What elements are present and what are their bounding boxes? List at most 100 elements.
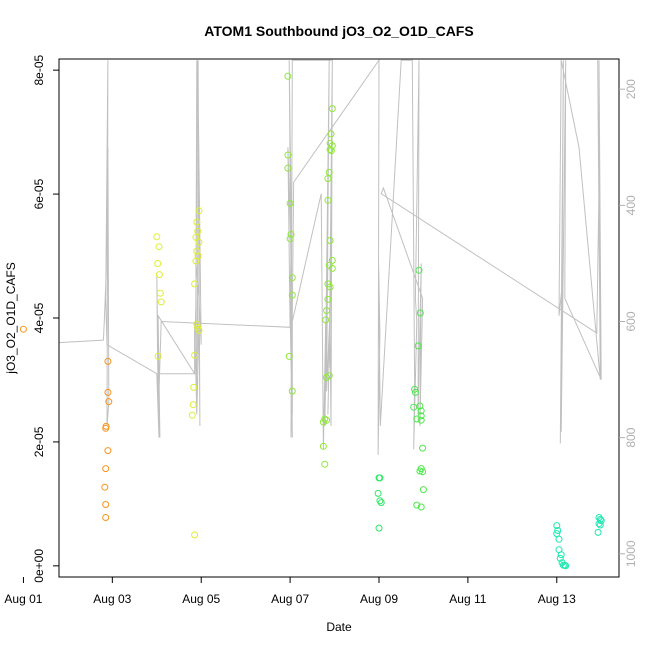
data-point (419, 468, 427, 476)
x-axis: Aug 01 Aug 03 Aug 05 Aug 07 Aug 09 Aug 11 Aug … (4, 577, 576, 606)
data-point (328, 256, 336, 264)
data-point (374, 489, 382, 497)
data-point (102, 514, 110, 521)
data-point (328, 105, 336, 113)
data-point (287, 230, 295, 238)
data-point (154, 352, 162, 360)
data-point (195, 238, 203, 246)
y-tick-label: 4e-05 (32, 302, 46, 333)
data-point (105, 398, 113, 406)
data-point (288, 387, 296, 395)
x-tick-label: Aug 13 (538, 592, 576, 606)
data-point (285, 352, 293, 360)
data-point (191, 531, 199, 539)
data-point (562, 562, 570, 570)
data-point (319, 418, 327, 426)
data-point (327, 130, 335, 138)
data-point (190, 383, 198, 391)
data-point (157, 298, 165, 306)
data-point (413, 415, 421, 423)
x-tick-label: Aug 01 (4, 592, 42, 606)
data-point (288, 291, 296, 299)
y-tick-label: 2e-05 (32, 426, 46, 457)
data-point (155, 243, 163, 251)
data-point (417, 407, 425, 415)
data-point (191, 280, 199, 288)
data-point (192, 257, 200, 265)
data-point (194, 227, 202, 235)
x-tick-label: Aug 05 (182, 592, 220, 606)
data-point (193, 218, 201, 226)
data-point (377, 499, 385, 507)
line-series-layer (59, 59, 602, 456)
data-point (195, 207, 203, 215)
y2-tick-label: 800 (624, 427, 638, 447)
data-point (417, 416, 425, 424)
y-tick-label: 8e-05 (32, 54, 46, 85)
data-point (419, 486, 427, 494)
data-point (415, 266, 423, 274)
chart-title: ATOM1 Southbound jO3_O2_O1D_CAFS (204, 23, 473, 39)
data-point (553, 522, 561, 530)
data-point (101, 483, 109, 491)
data-point (326, 283, 334, 291)
data-point (192, 233, 200, 241)
data-point (102, 465, 110, 473)
data-point (324, 196, 332, 204)
scatter-points-layer (19, 72, 605, 570)
data-point (319, 442, 327, 450)
data-point (102, 501, 110, 508)
data-point (286, 235, 294, 243)
plot-frame (58, 58, 620, 578)
data-point (288, 274, 296, 282)
data-point (104, 388, 112, 396)
x-tick-label: Aug 09 (360, 592, 398, 606)
data-point (191, 351, 199, 359)
y2-tick-label: 1000 (624, 540, 638, 567)
data-point (323, 374, 331, 381)
y-axis: 0e+00 2e-05 4e-05 6e-05 8e-05 (32, 54, 59, 583)
data-point (328, 264, 336, 272)
data-point (193, 320, 201, 328)
data-point (326, 237, 334, 244)
data-point (322, 316, 330, 324)
y2-axis: 200 400 600 800 1000 (619, 79, 638, 567)
data-point (19, 325, 27, 333)
data-point (328, 142, 336, 150)
data-point (416, 402, 424, 410)
data-point (284, 151, 292, 159)
x-tick-label: Aug 03 (93, 592, 131, 606)
data-point (416, 467, 424, 475)
y2-tick-label: 600 (624, 311, 638, 331)
data-point (155, 271, 163, 279)
series-line (59, 59, 602, 456)
data-point (323, 307, 331, 315)
data-point (284, 72, 292, 80)
data-point (595, 520, 603, 528)
data-point (153, 233, 161, 241)
data-point (324, 175, 332, 183)
data-point (286, 199, 294, 207)
data-point (556, 554, 564, 562)
y-axis-label: jO3_O2_O1D_CAFS (4, 262, 18, 374)
data-point (284, 164, 292, 172)
x-tick-label: Aug 11 (449, 592, 486, 606)
data-point (102, 424, 110, 432)
data-point (417, 503, 425, 511)
data-point (411, 388, 419, 396)
y-tick-label: 0e+00 (32, 549, 46, 583)
data-point (555, 535, 563, 543)
data-point (189, 401, 197, 409)
data-point (411, 385, 419, 393)
data-point (195, 326, 203, 334)
data-point (413, 501, 421, 509)
data-point (324, 295, 332, 303)
data-point (104, 447, 112, 455)
data-point (596, 521, 604, 529)
data-point (554, 527, 562, 534)
x-tick-label: Aug 07 (271, 592, 309, 606)
data-point (194, 323, 202, 331)
data-point (376, 497, 384, 505)
data-point (156, 289, 164, 297)
